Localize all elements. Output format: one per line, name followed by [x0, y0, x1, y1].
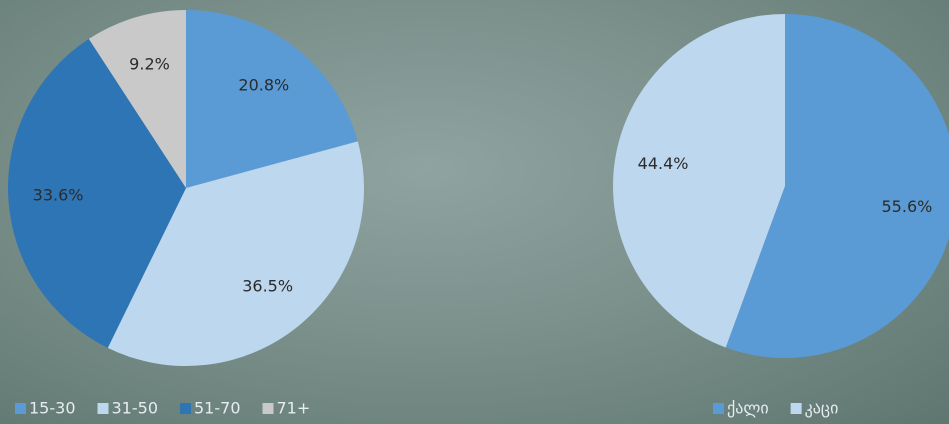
legend-swatch	[15, 403, 26, 414]
data-label: 55.6%	[882, 197, 933, 216]
legend-swatch	[263, 403, 274, 414]
legend-label: 31-50	[112, 399, 159, 418]
data-label: 9.2%	[129, 55, 170, 74]
legend-swatch	[713, 403, 724, 414]
data-label: 44.4%	[638, 154, 689, 173]
legend-label: ქალი	[727, 399, 769, 418]
page: 20.8% 36.5% 33.6% 9.2% 15-30 31-50 51-70 71+ 55.…	[0, 0, 949, 424]
legend-swatch	[791, 403, 802, 414]
legend-label: კაცი	[805, 399, 839, 418]
data-label: 33.6%	[33, 185, 84, 204]
legend-label: 15-30	[29, 399, 76, 418]
data-label: 36.5%	[242, 276, 293, 295]
legend-swatch	[98, 403, 109, 414]
data-label: 20.8%	[238, 76, 289, 95]
legend-label: 71+	[277, 399, 311, 418]
legend-label: 51-70	[194, 399, 241, 418]
legend-swatch	[180, 403, 191, 414]
chart: 20.8% 36.5% 33.6% 9.2% 15-30 31-50 51-70 71+ 55.…	[0, 0, 949, 424]
